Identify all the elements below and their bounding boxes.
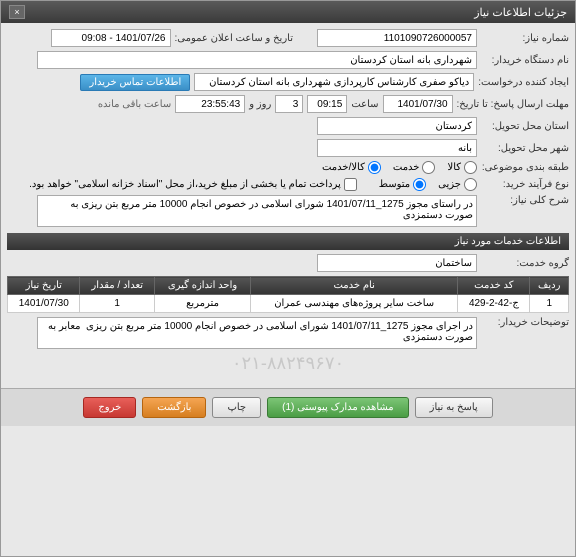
need-no-label: شماره نیاز: bbox=[481, 33, 569, 44]
th-unit: واحد اندازه گیری bbox=[154, 277, 250, 295]
province-label: استان محل تحویل: bbox=[481, 121, 569, 132]
td-unit: مترمربع bbox=[154, 295, 250, 313]
announce-date-label: تاریخ و ساعت اعلان عمومی: bbox=[175, 33, 294, 44]
category-radio-group: کالا خدمت کالا/خدمت bbox=[322, 161, 477, 174]
buyer-notes-label: توضیحات خریدار: bbox=[481, 317, 569, 328]
td-code: ج-42-2-429 bbox=[458, 295, 530, 313]
process-label: نوع فرآیند خرید: bbox=[481, 179, 569, 190]
process-radio-group: جزیی متوسط پرداخت تمام یا بخشی از مبلغ خ… bbox=[29, 178, 477, 191]
category-label: طبقه بندی موضوعی: bbox=[481, 162, 569, 173]
th-date: تاریخ نیاز bbox=[8, 277, 80, 295]
title-bar: جزئیات اطلاعات نیاز × bbox=[1, 1, 575, 23]
need-no-input[interactable] bbox=[317, 29, 477, 47]
exit-button[interactable]: خروج bbox=[83, 397, 136, 418]
window-title: جزئیات اطلاعات نیاز bbox=[474, 6, 567, 19]
cat-goods-service-option[interactable]: کالا/خدمت bbox=[322, 161, 381, 174]
back-button[interactable]: بازگشت bbox=[142, 397, 206, 418]
city-input[interactable] bbox=[317, 139, 477, 157]
deadline-label: مهلت ارسال پاسخ: تا تاریخ: bbox=[457, 99, 569, 110]
watermark-phone: ۰۲۱-۸۸۲۴۹۶۷۰ bbox=[7, 353, 569, 374]
payment-checkbox[interactable] bbox=[344, 178, 357, 191]
th-name: نام خدمت bbox=[251, 277, 458, 295]
payment-note-label: پرداخت تمام یا بخشی از مبلغ خرید،از محل … bbox=[29, 179, 341, 190]
td-name: ساخت سایر پروژه‌های مهندسی عمران bbox=[251, 295, 458, 313]
content-area: شماره نیاز: تاریخ و ساعت اعلان عمومی: نا… bbox=[1, 23, 575, 380]
th-code: کد خدمت bbox=[458, 277, 530, 295]
cat-goods-option[interactable]: کالا bbox=[447, 161, 477, 174]
cat-goods-label: کالا bbox=[447, 162, 461, 173]
deadline-time-input[interactable] bbox=[307, 95, 347, 113]
td-row: 1 bbox=[530, 295, 569, 313]
payment-note-option[interactable]: پرداخت تمام یا بخشی از مبلغ خرید،از محل … bbox=[29, 178, 357, 191]
time-label-1: ساعت bbox=[351, 99, 378, 110]
footer-bar: پاسخ به نیاز مشاهده مدارک پیوستی (1) چاپ… bbox=[1, 388, 575, 426]
main-window: جزئیات اطلاعات نیاز × شماره نیاز: تاریخ … bbox=[0, 0, 576, 557]
proc-medium-label: متوسط bbox=[379, 179, 410, 190]
proc-medium-option[interactable]: متوسط bbox=[379, 178, 426, 191]
cat-goods-service-radio[interactable] bbox=[368, 161, 381, 174]
requester-input[interactable] bbox=[194, 73, 474, 91]
respond-button[interactable]: پاسخ به نیاز bbox=[415, 397, 493, 418]
proc-minor-option[interactable]: جزیی bbox=[438, 178, 477, 191]
th-row: ردیف bbox=[530, 277, 569, 295]
cat-goods-service-label: کالا/خدمت bbox=[322, 162, 365, 173]
cat-service-option[interactable]: خدمت bbox=[393, 161, 436, 174]
table-header-row: ردیف کد خدمت نام خدمت واحد اندازه گیری ت… bbox=[8, 277, 569, 295]
buyer-notes-textarea[interactable] bbox=[37, 317, 477, 349]
buyer-org-label: نام دستگاه خریدار: bbox=[481, 55, 569, 66]
proc-minor-radio[interactable] bbox=[464, 178, 477, 191]
cat-goods-radio[interactable] bbox=[464, 161, 477, 174]
contact-info-button[interactable]: اطلاعات تماس خریدار bbox=[80, 74, 190, 91]
desc-label: شرح کلی نیاز: bbox=[481, 195, 569, 206]
remaining-time-input[interactable] bbox=[175, 95, 245, 113]
proc-minor-label: جزیی bbox=[438, 179, 461, 190]
desc-textarea[interactable] bbox=[37, 195, 477, 227]
province-input[interactable] bbox=[317, 117, 477, 135]
services-table: ردیف کد خدمت نام خدمت واحد اندازه گیری ت… bbox=[7, 276, 569, 313]
buyer-org-input[interactable] bbox=[37, 51, 477, 69]
service-group-input[interactable] bbox=[317, 254, 477, 272]
city-label: شهر محل تحویل: bbox=[481, 143, 569, 154]
requester-label: ایجاد کننده درخواست: bbox=[478, 77, 569, 88]
td-qty: 1 bbox=[80, 295, 154, 313]
th-qty: تعداد / مقدار bbox=[80, 277, 154, 295]
remaining-label: ساعت باقی مانده bbox=[98, 99, 171, 110]
close-icon[interactable]: × bbox=[9, 5, 25, 19]
deadline-date-input[interactable] bbox=[383, 95, 453, 113]
cat-service-radio[interactable] bbox=[422, 161, 435, 174]
cat-service-label: خدمت bbox=[393, 162, 420, 173]
proc-medium-radio[interactable] bbox=[413, 178, 426, 191]
days-label: روز و bbox=[249, 99, 271, 110]
service-group-label: گروه خدمت: bbox=[481, 258, 569, 269]
print-button[interactable]: چاپ bbox=[212, 397, 261, 418]
days-input[interactable] bbox=[275, 95, 303, 113]
services-section-header: اطلاعات خدمات مورد نیاز bbox=[7, 233, 569, 250]
table-row[interactable]: 1 ج-42-2-429 ساخت سایر پروژه‌های مهندسی … bbox=[8, 295, 569, 313]
attachments-button[interactable]: مشاهده مدارک پیوستی (1) bbox=[267, 397, 409, 418]
td-date: 1401/07/30 bbox=[8, 295, 80, 313]
announce-date-input[interactable] bbox=[51, 29, 171, 47]
